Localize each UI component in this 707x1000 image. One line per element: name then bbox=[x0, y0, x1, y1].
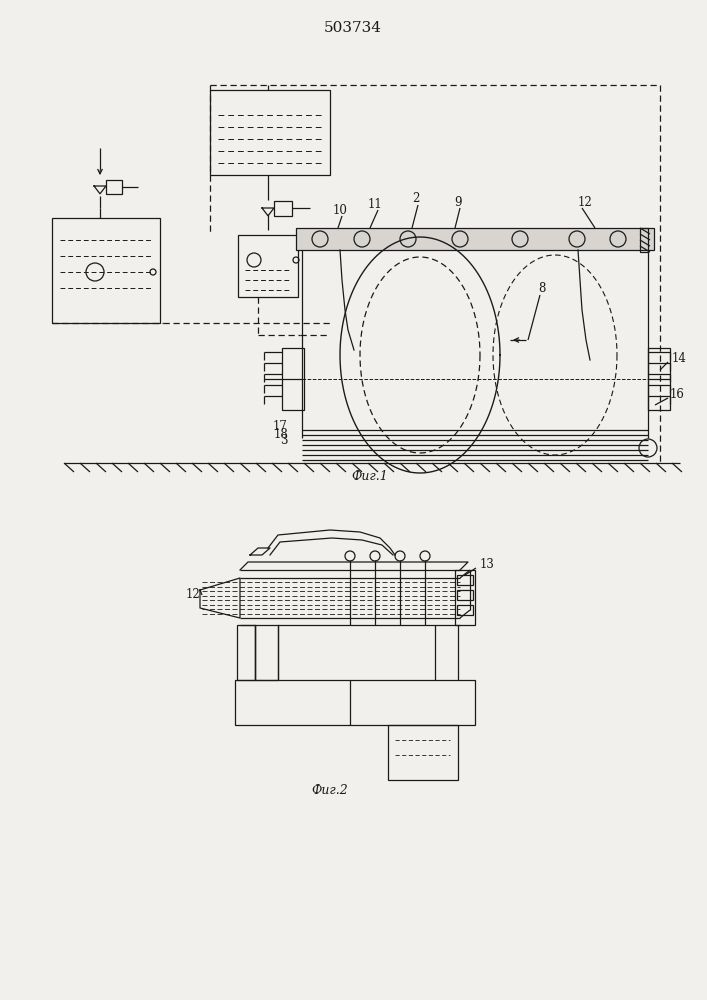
Text: 11: 11 bbox=[368, 198, 382, 211]
Bar bbox=[296, 228, 654, 250]
Text: 14: 14 bbox=[672, 352, 687, 364]
Bar bbox=[210, 90, 330, 175]
Text: 12: 12 bbox=[185, 588, 200, 601]
Text: Фиг.1: Фиг.1 bbox=[351, 471, 388, 484]
Text: Фиг.2: Фиг.2 bbox=[312, 784, 349, 796]
Text: 12: 12 bbox=[578, 196, 592, 209]
Text: 16: 16 bbox=[670, 388, 685, 401]
Bar bbox=[274, 201, 292, 216]
Bar bbox=[457, 590, 473, 600]
Text: 18: 18 bbox=[273, 428, 288, 440]
Bar bbox=[106, 180, 122, 194]
Bar bbox=[388, 725, 458, 780]
Bar bbox=[235, 680, 475, 725]
Bar bbox=[648, 348, 670, 410]
Bar bbox=[282, 348, 304, 410]
Text: 2: 2 bbox=[412, 192, 420, 206]
Text: 8: 8 bbox=[538, 282, 546, 294]
Bar bbox=[640, 228, 648, 252]
Bar bbox=[457, 605, 473, 615]
Bar bbox=[457, 575, 473, 585]
Text: 3: 3 bbox=[281, 434, 288, 448]
Bar bbox=[238, 235, 298, 297]
Text: 9: 9 bbox=[455, 196, 462, 209]
Text: 17: 17 bbox=[273, 420, 288, 434]
Text: 13: 13 bbox=[480, 558, 495, 572]
Text: 503734: 503734 bbox=[324, 21, 382, 35]
Text: 10: 10 bbox=[332, 204, 347, 217]
Bar bbox=[455, 570, 475, 625]
Bar bbox=[237, 625, 255, 680]
Bar bbox=[52, 218, 160, 323]
